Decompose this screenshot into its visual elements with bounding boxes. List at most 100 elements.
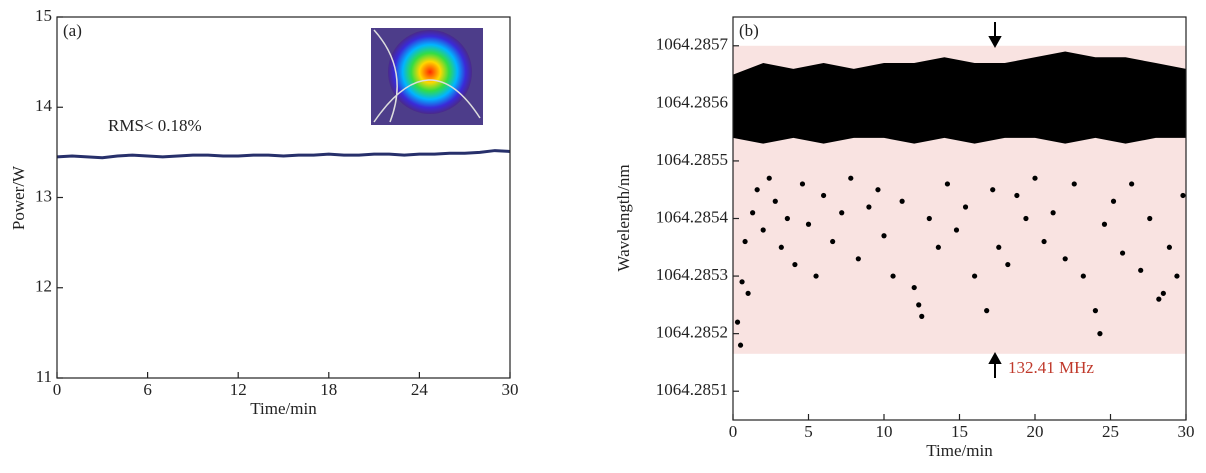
x-tick-label: 6 bbox=[143, 380, 152, 399]
point bbox=[1101, 221, 1108, 227]
plot-frame bbox=[732, 16, 1187, 421]
point bbox=[1005, 261, 1011, 268]
point bbox=[984, 308, 990, 314]
point bbox=[830, 238, 836, 245]
point bbox=[821, 192, 827, 199]
y-tick-label: 1064.2853 bbox=[656, 265, 728, 284]
panel: 0 6 12 18 24 30 11 12 13 14 15 Time/min Power/W (a) RM… bbox=[9, 6, 519, 418]
point bbox=[1041, 238, 1047, 245]
panel: 0 5 10 15 20 25 30 1064.2851 1064.2852 1064.2853 1… bbox=[614, 16, 1195, 460]
point bbox=[737, 342, 744, 348]
point bbox=[739, 279, 745, 285]
inset-image bbox=[371, 28, 483, 125]
point bbox=[778, 244, 784, 250]
point bbox=[1119, 250, 1126, 256]
point bbox=[750, 210, 756, 216]
point bbox=[1062, 256, 1068, 262]
y-tick-label: 15 bbox=[35, 6, 52, 25]
point bbox=[866, 204, 872, 210]
point bbox=[875, 187, 881, 193]
point bbox=[734, 319, 741, 325]
point bbox=[766, 175, 772, 181]
point bbox=[1129, 181, 1135, 187]
point bbox=[772, 198, 778, 204]
point bbox=[1110, 198, 1117, 204]
x-tick-label: 20 bbox=[1027, 422, 1044, 441]
point bbox=[926, 215, 932, 222]
y-tick-label: 1064.2856 bbox=[656, 92, 728, 111]
x-tick-label: 0 bbox=[53, 380, 62, 399]
point bbox=[916, 302, 922, 308]
panel-label: (a) bbox=[63, 21, 82, 40]
y-tick-label: 12 bbox=[35, 277, 52, 296]
point bbox=[1050, 210, 1056, 216]
y-tick-label: 14 bbox=[35, 96, 53, 115]
point bbox=[760, 227, 766, 233]
point bbox=[1138, 267, 1144, 273]
point bbox=[855, 256, 861, 262]
x-tick-label: 30 bbox=[1178, 422, 1195, 441]
x-tick-label: 25 bbox=[1102, 422, 1119, 441]
point bbox=[935, 244, 941, 250]
point bbox=[1071, 181, 1077, 187]
point bbox=[911, 284, 917, 291]
point bbox=[1156, 296, 1162, 302]
y-axis-label: Wavelength/nm bbox=[614, 164, 633, 271]
point bbox=[1080, 273, 1086, 279]
x-tick-label: 24 bbox=[411, 380, 429, 399]
point bbox=[784, 215, 790, 222]
x-tick-label: 0 bbox=[729, 422, 738, 441]
point bbox=[962, 204, 969, 210]
line bbox=[56, 149, 511, 160]
x-tick-label: 5 bbox=[804, 422, 813, 441]
y-tick-label: 1064.2855 bbox=[656, 150, 728, 169]
point bbox=[996, 244, 1002, 250]
arrows bbox=[988, 22, 1002, 378]
point bbox=[919, 313, 925, 319]
annotation: 132.41 MHz bbox=[1008, 358, 1094, 377]
y-tick-label: 13 bbox=[35, 186, 52, 205]
y-tick-label: 1064.2852 bbox=[656, 323, 728, 342]
y-tick-label: 1064.2854 bbox=[656, 207, 729, 226]
y-tick-label: 11 bbox=[36, 367, 52, 386]
point bbox=[1166, 244, 1172, 250]
point bbox=[899, 198, 905, 204]
point bbox=[1097, 331, 1103, 337]
x-tick-label: 12 bbox=[230, 380, 247, 399]
point bbox=[745, 290, 751, 296]
point bbox=[813, 273, 819, 279]
point bbox=[805, 221, 812, 227]
point bbox=[972, 273, 978, 279]
annotation: RMS< 0.18% bbox=[108, 116, 202, 135]
point bbox=[1160, 290, 1166, 296]
x-tick-label: 10 bbox=[876, 422, 893, 441]
point bbox=[944, 181, 951, 187]
x-tick-label: 30 bbox=[502, 380, 519, 399]
y-axis-label: Power/W bbox=[9, 165, 28, 230]
x-tick-label: 18 bbox=[320, 380, 337, 399]
y-tick-label: 1064.2857 bbox=[656, 35, 729, 54]
point bbox=[1092, 308, 1098, 314]
point bbox=[754, 187, 760, 193]
point bbox=[1014, 192, 1020, 199]
point bbox=[799, 181, 806, 187]
x-tick-label: 15 bbox=[951, 422, 968, 441]
point bbox=[1180, 192, 1186, 199]
point bbox=[848, 175, 854, 181]
plot-frame bbox=[56, 16, 511, 379]
point bbox=[792, 261, 798, 268]
y-tick-label: 1064.2851 bbox=[656, 380, 728, 399]
point bbox=[953, 227, 960, 233]
point bbox=[742, 238, 748, 245]
point bbox=[881, 233, 887, 239]
dense-region bbox=[733, 51, 1186, 144]
point bbox=[890, 273, 896, 279]
point bbox=[1174, 273, 1180, 279]
point bbox=[1032, 175, 1038, 181]
point bbox=[1147, 215, 1153, 222]
point bbox=[839, 210, 845, 216]
x-axis-label: Time/min bbox=[926, 441, 993, 460]
x-axis-label: Time/min bbox=[250, 399, 317, 418]
point bbox=[1023, 215, 1029, 222]
